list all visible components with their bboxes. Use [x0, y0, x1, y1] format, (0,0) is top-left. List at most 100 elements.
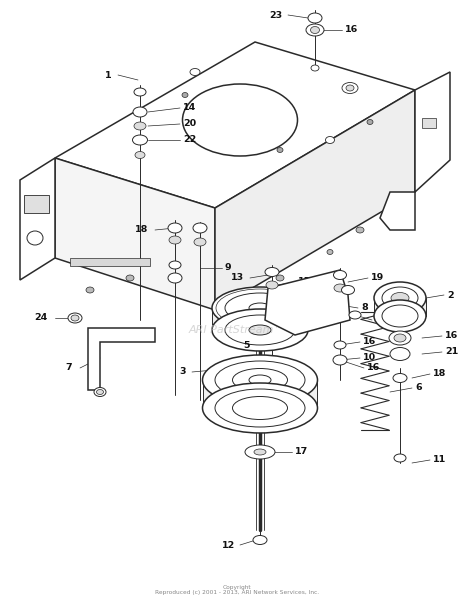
Text: 21: 21: [445, 348, 458, 356]
Text: 19: 19: [371, 274, 384, 283]
Text: 9: 9: [225, 263, 232, 272]
Polygon shape: [203, 380, 317, 408]
Text: 20: 20: [183, 120, 196, 128]
Text: 22: 22: [183, 136, 196, 145]
Text: 16: 16: [367, 364, 380, 373]
Text: 23: 23: [269, 10, 282, 19]
Ellipse shape: [94, 387, 106, 396]
Ellipse shape: [394, 334, 406, 342]
Ellipse shape: [382, 305, 418, 327]
Polygon shape: [415, 72, 450, 192]
Ellipse shape: [346, 85, 354, 91]
Ellipse shape: [133, 107, 147, 117]
Ellipse shape: [249, 375, 271, 385]
Ellipse shape: [276, 275, 284, 281]
Ellipse shape: [367, 120, 373, 125]
Text: 6: 6: [415, 384, 422, 393]
Polygon shape: [20, 158, 55, 280]
Ellipse shape: [202, 355, 318, 405]
Ellipse shape: [390, 348, 410, 361]
Ellipse shape: [391, 292, 409, 303]
Ellipse shape: [249, 303, 271, 313]
Ellipse shape: [27, 231, 43, 245]
Ellipse shape: [233, 368, 288, 392]
Polygon shape: [215, 90, 415, 310]
Text: 20: 20: [375, 316, 388, 325]
Polygon shape: [212, 308, 308, 330]
Polygon shape: [55, 158, 215, 310]
Text: 5: 5: [244, 340, 250, 350]
Ellipse shape: [86, 287, 94, 293]
Ellipse shape: [253, 536, 267, 545]
Ellipse shape: [182, 92, 188, 97]
Text: 24: 24: [35, 314, 48, 322]
Bar: [24, 195, 49, 213]
Text: Copyright
Reproduced (c) 2001 - 2013, ARI Network Services, Inc.: Copyright Reproduced (c) 2001 - 2013, AR…: [155, 585, 319, 595]
Text: 17: 17: [295, 447, 308, 457]
Ellipse shape: [133, 135, 147, 145]
Text: 16: 16: [345, 26, 358, 35]
Ellipse shape: [389, 331, 411, 345]
Ellipse shape: [134, 122, 146, 130]
Text: 14: 14: [183, 103, 196, 112]
Text: 18: 18: [433, 370, 447, 379]
Text: 1: 1: [105, 71, 112, 80]
Text: 18: 18: [135, 226, 148, 235]
Polygon shape: [55, 42, 415, 208]
Ellipse shape: [249, 325, 271, 335]
Ellipse shape: [202, 383, 318, 433]
Ellipse shape: [215, 361, 305, 399]
Ellipse shape: [327, 249, 333, 255]
Ellipse shape: [306, 24, 324, 36]
Ellipse shape: [71, 315, 79, 321]
Ellipse shape: [349, 311, 361, 319]
Ellipse shape: [182, 84, 298, 156]
Text: 16: 16: [445, 331, 458, 340]
Polygon shape: [265, 270, 350, 335]
Ellipse shape: [374, 282, 426, 314]
Ellipse shape: [212, 309, 308, 351]
Ellipse shape: [233, 396, 288, 420]
Ellipse shape: [212, 287, 308, 329]
Ellipse shape: [326, 137, 335, 143]
Ellipse shape: [168, 223, 182, 233]
Ellipse shape: [308, 13, 322, 23]
Ellipse shape: [334, 341, 346, 349]
Ellipse shape: [194, 238, 206, 246]
Ellipse shape: [168, 273, 182, 283]
Ellipse shape: [393, 373, 407, 382]
Ellipse shape: [394, 454, 406, 462]
Ellipse shape: [190, 69, 200, 75]
Ellipse shape: [310, 27, 319, 33]
Bar: [70, 258, 150, 266]
Ellipse shape: [333, 355, 347, 365]
Text: 13: 13: [231, 274, 244, 283]
Text: 2: 2: [447, 291, 454, 300]
Ellipse shape: [266, 281, 278, 289]
Text: 11: 11: [433, 455, 446, 465]
Ellipse shape: [225, 293, 295, 323]
Ellipse shape: [126, 275, 134, 281]
Ellipse shape: [215, 389, 305, 427]
Bar: [422, 118, 436, 128]
Ellipse shape: [135, 151, 145, 159]
Ellipse shape: [97, 390, 103, 395]
Text: 4: 4: [333, 295, 340, 305]
Ellipse shape: [334, 271, 346, 280]
Ellipse shape: [254, 449, 266, 455]
Text: 16: 16: [363, 337, 376, 347]
Ellipse shape: [134, 88, 146, 96]
Text: 15: 15: [298, 277, 311, 286]
Ellipse shape: [382, 287, 418, 309]
Text: 8: 8: [361, 303, 368, 313]
Ellipse shape: [341, 286, 355, 294]
Ellipse shape: [277, 148, 283, 153]
Ellipse shape: [68, 313, 82, 323]
Ellipse shape: [245, 445, 275, 459]
Ellipse shape: [225, 315, 295, 345]
Text: ARI PartStream™: ARI PartStream™: [189, 325, 285, 335]
Ellipse shape: [356, 227, 364, 233]
Text: 7: 7: [65, 364, 72, 373]
Text: 3: 3: [180, 367, 186, 376]
Ellipse shape: [342, 83, 358, 94]
